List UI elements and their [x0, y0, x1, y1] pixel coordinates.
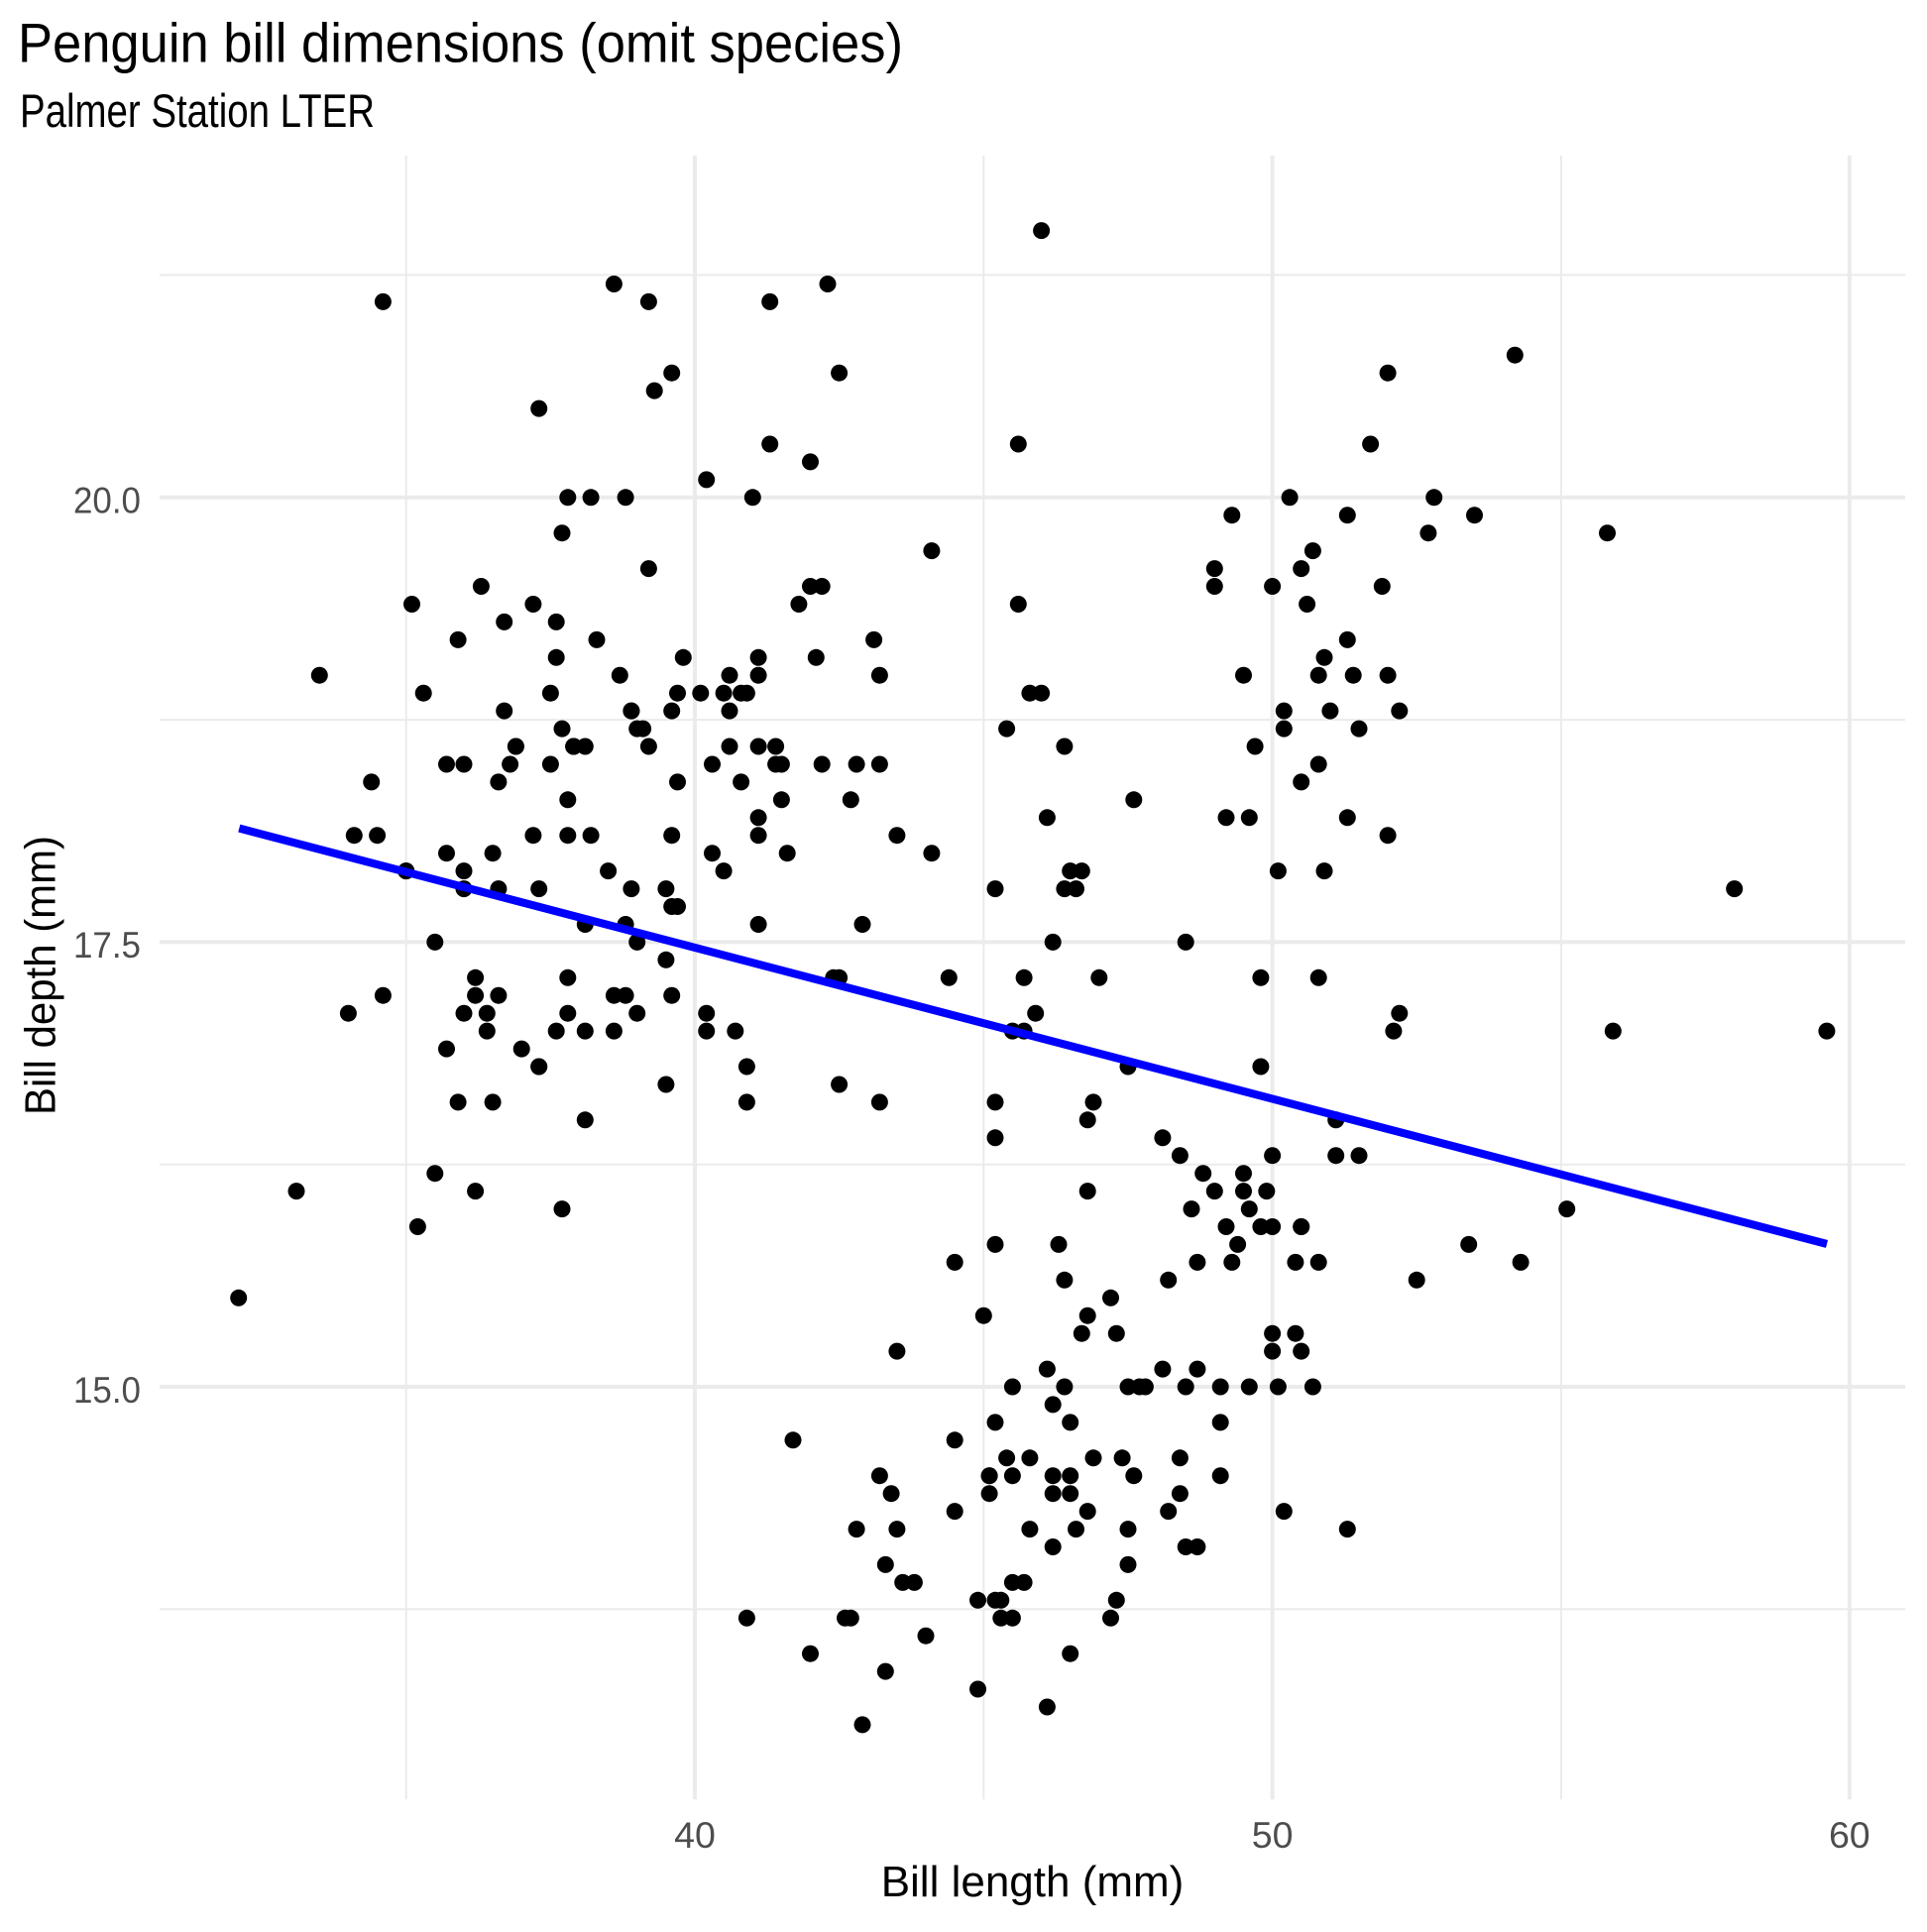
svg-text:15.0: 15.0 — [73, 1369, 141, 1411]
svg-text:60: 60 — [1829, 1814, 1870, 1856]
svg-text:50: 50 — [1252, 1814, 1294, 1856]
svg-text:17.5: 17.5 — [73, 924, 141, 966]
svg-text:20.0: 20.0 — [73, 480, 141, 521]
svg-text:Bill depth (mm): Bill depth (mm) — [17, 836, 65, 1115]
svg-text:Bill length (mm): Bill length (mm) — [881, 1858, 1185, 1906]
svg-text:Palmer Station LTER: Palmer Station LTER — [20, 84, 375, 137]
svg-text:40: 40 — [674, 1814, 716, 1856]
svg-text:Penguin bill dimensions (omit: Penguin bill dimensions (omit species) — [18, 12, 903, 74]
